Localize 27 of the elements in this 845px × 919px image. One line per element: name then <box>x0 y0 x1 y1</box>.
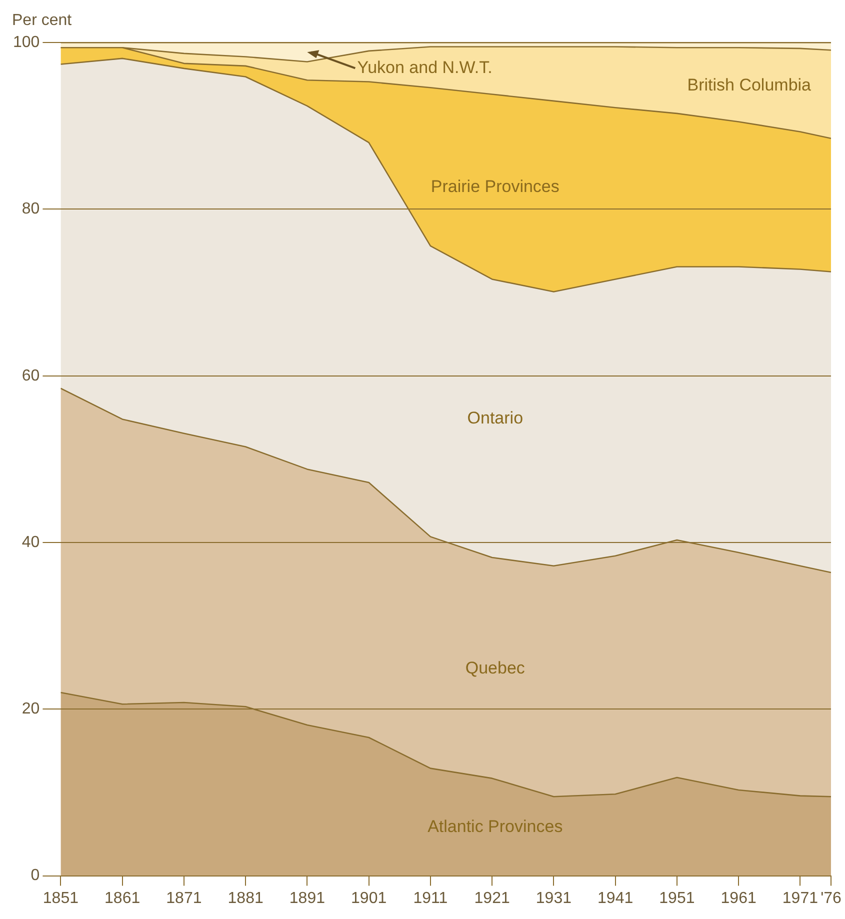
y-tick-label: 100 <box>12 34 40 52</box>
series-label: Prairie Provinces <box>430 176 560 196</box>
x-tick-label: 1911 <box>413 890 448 907</box>
series-label: British Columbia <box>687 75 812 94</box>
x-tick-label: 1851 <box>42 890 79 907</box>
series-label: Quebec <box>465 658 526 678</box>
x-tick-label: 1971 <box>782 890 818 907</box>
x-tick-label: 1891 <box>289 890 326 907</box>
x-tick-label: 1961 <box>720 890 756 907</box>
x-tick-label: 1861 <box>104 890 140 907</box>
x-tick-label: 1901 <box>351 890 387 907</box>
y-tick-label: 0 <box>30 867 40 884</box>
x-tick-label: 1931 <box>536 890 572 907</box>
x-tick-label: '76 <box>820 890 842 907</box>
x-tick-label: 1881 <box>228 890 264 907</box>
y-tick-label: 40 <box>22 534 40 551</box>
series-label: Atlantic Provinces <box>428 817 563 836</box>
x-tick-label: 1951 <box>659 890 695 907</box>
y-axis-title: Per cent <box>12 12 72 30</box>
x-tick-label: 1941 <box>598 890 634 907</box>
series-label: Yukon and N.W.T. <box>357 58 492 77</box>
y-tick-label: 60 <box>22 367 40 384</box>
y-tick-label: 80 <box>22 200 40 218</box>
x-tick-label: 1921 <box>474 890 510 907</box>
x-tick-label: 1871 <box>166 890 202 907</box>
series-label: Ontario <box>467 408 524 428</box>
y-tick-label: 20 <box>22 700 40 718</box>
